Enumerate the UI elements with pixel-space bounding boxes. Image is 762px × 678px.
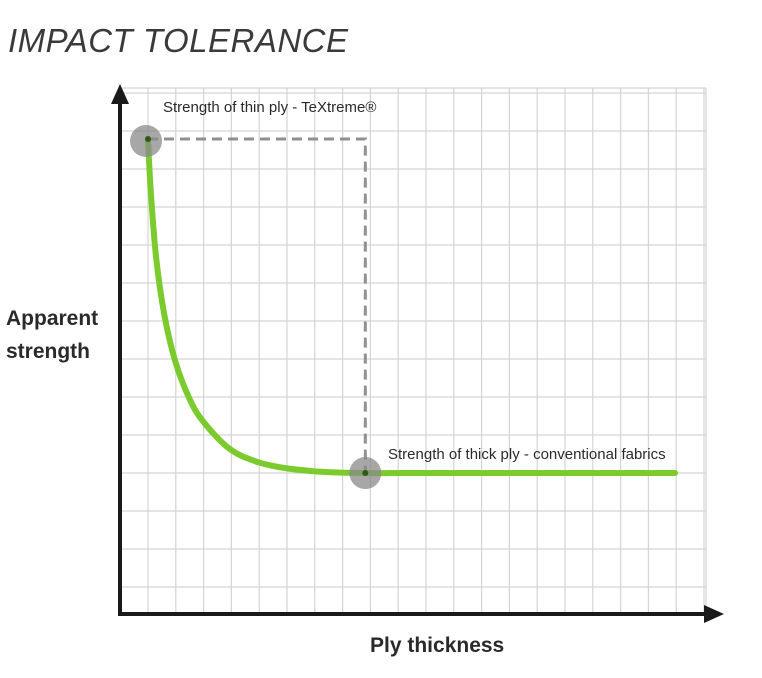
x-axis-arrow: [704, 605, 724, 623]
y-axis-arrow: [111, 84, 129, 104]
annotation-thick-ply: Strength of thick ply - conventional fab…: [388, 446, 666, 463]
x-axis-label: Ply thickness: [370, 634, 505, 657]
annotation-thin-ply: Strength of thin ply - TeXtreme®: [163, 99, 376, 116]
grid: [120, 87, 707, 614]
axes: [111, 84, 724, 623]
thick-ply-point: [362, 470, 369, 477]
y-axis-label: Apparent strength: [6, 307, 99, 363]
series-line-0: [145, 136, 678, 477]
annotations-layer: Strength of thin ply - TeXtreme® Strength…: [130, 99, 666, 490]
dashed-guide-line: [148, 137, 367, 474]
series-layer: [145, 136, 678, 477]
chart-title: IMPACT TOLERANCE: [8, 22, 349, 59]
thin-ply-point: [145, 136, 151, 142]
